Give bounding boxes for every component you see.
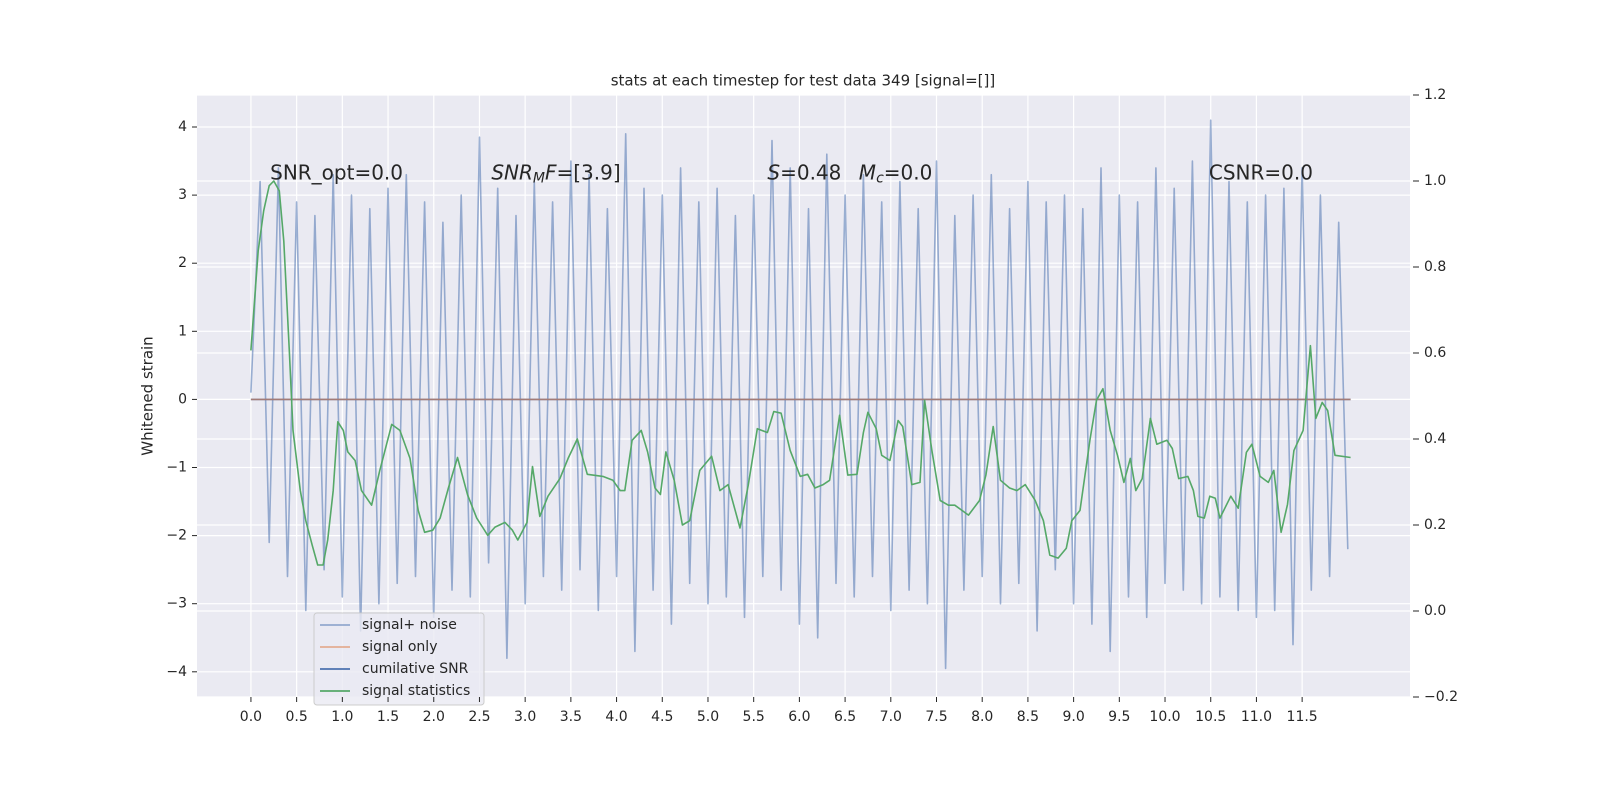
y-tick-label: −3 bbox=[166, 596, 187, 612]
x-tick-label: 10.0 bbox=[1149, 709, 1180, 725]
legend-label: signal statistics bbox=[362, 683, 470, 699]
x-tick-label: 4.0 bbox=[605, 709, 627, 725]
y2-tick-label: 0.6 bbox=[1424, 345, 1446, 361]
y-tick-label: 2 bbox=[178, 255, 187, 271]
x-tick-label: 6.0 bbox=[788, 709, 810, 725]
annotation-part: SNR bbox=[491, 160, 533, 184]
x-tick-label: 2.5 bbox=[468, 709, 490, 725]
x-tick-label: 5.5 bbox=[743, 709, 765, 725]
y-tick-label: 0 bbox=[178, 391, 187, 407]
legend-label: cumilative SNR bbox=[362, 661, 469, 677]
x-tick-label: 7.5 bbox=[925, 709, 947, 725]
annotation-part: c bbox=[876, 170, 884, 186]
chart-title: stats at each timestep for test data 349… bbox=[611, 72, 996, 90]
series-line bbox=[250, 180, 1351, 566]
annotations: SNR_opt=0.0 SNRMF=[3.9] S=0.48 Mc=0.0 CSNR=0… bbox=[270, 160, 1313, 187]
annotation: Mc=0.0 bbox=[859, 160, 933, 187]
y-tick-label: 1 bbox=[178, 323, 187, 339]
y-tick-label: −2 bbox=[166, 528, 187, 544]
x-tick-label: 2.0 bbox=[423, 709, 445, 725]
legend-label: signal+ noise bbox=[362, 617, 457, 633]
y-tick-label: 4 bbox=[178, 119, 187, 135]
annotation: SNR_opt=0.0 bbox=[270, 160, 403, 184]
x-tick-label: 8.5 bbox=[1017, 709, 1039, 725]
y2-tick-label: 1.2 bbox=[1424, 87, 1446, 103]
x-tick-label: 11.0 bbox=[1241, 709, 1272, 725]
annotation-part: CSNR=0.0 bbox=[1209, 160, 1313, 184]
x-tick-label: 11.5 bbox=[1287, 709, 1318, 725]
annotation-part: =0.0 bbox=[884, 160, 933, 184]
annotation-part: =0.48 bbox=[780, 160, 841, 184]
x-tick-label: 7.0 bbox=[880, 709, 902, 725]
legend: signal+ noise signal only cumilative SNR si… bbox=[313, 612, 485, 706]
y2-tick-label: −0.2 bbox=[1424, 689, 1458, 705]
y2-tick-label: 0.4 bbox=[1424, 431, 1446, 447]
annotation: S=0.48 bbox=[767, 160, 841, 184]
legend-label: signal only bbox=[362, 639, 437, 655]
y2-tick-label: 0.8 bbox=[1424, 259, 1446, 275]
x-tick-label: 5.0 bbox=[697, 709, 719, 725]
y2-tick-label: 1.0 bbox=[1424, 173, 1446, 189]
legend-box bbox=[313, 612, 485, 706]
plot-area bbox=[197, 95, 1410, 697]
x-tick-label: 0.0 bbox=[240, 709, 262, 725]
x-tick-label: 1.5 bbox=[377, 709, 399, 725]
annotation-part: S bbox=[767, 160, 780, 184]
y2-tick-label: 0.2 bbox=[1424, 517, 1446, 533]
annotation-part: =[3.9] bbox=[557, 160, 621, 184]
x-tick-label: 3.5 bbox=[560, 709, 582, 725]
annotation-part: SNR_opt=0.0 bbox=[270, 160, 403, 184]
x-tick-label: 4.5 bbox=[651, 709, 673, 725]
x-tick-label: 0.5 bbox=[286, 709, 308, 725]
x-tick-label: 9.5 bbox=[1108, 709, 1130, 725]
y2-tick-label: 0.0 bbox=[1424, 603, 1446, 619]
annotation-part: M bbox=[859, 160, 876, 184]
annotation-part: F bbox=[545, 160, 557, 184]
x-tick-label: 6.5 bbox=[834, 709, 856, 725]
annotation: SNRMF=[3.9] bbox=[491, 160, 620, 187]
x-tick-label: 3.0 bbox=[514, 709, 536, 725]
x-tick-label: 10.5 bbox=[1195, 709, 1226, 725]
x-tick-label: 8.0 bbox=[971, 709, 993, 725]
y-tick-label: −1 bbox=[166, 460, 187, 476]
y-axis-label: Whitened strain bbox=[139, 336, 157, 455]
y-tick-label: −4 bbox=[166, 664, 187, 680]
x-tick-label: 9.0 bbox=[1062, 709, 1084, 725]
x-tick-label: 1.0 bbox=[331, 709, 353, 725]
annotation-part: M bbox=[533, 170, 545, 186]
y-tick-label: 3 bbox=[178, 187, 187, 203]
annotation: CSNR=0.0 bbox=[1209, 160, 1313, 184]
